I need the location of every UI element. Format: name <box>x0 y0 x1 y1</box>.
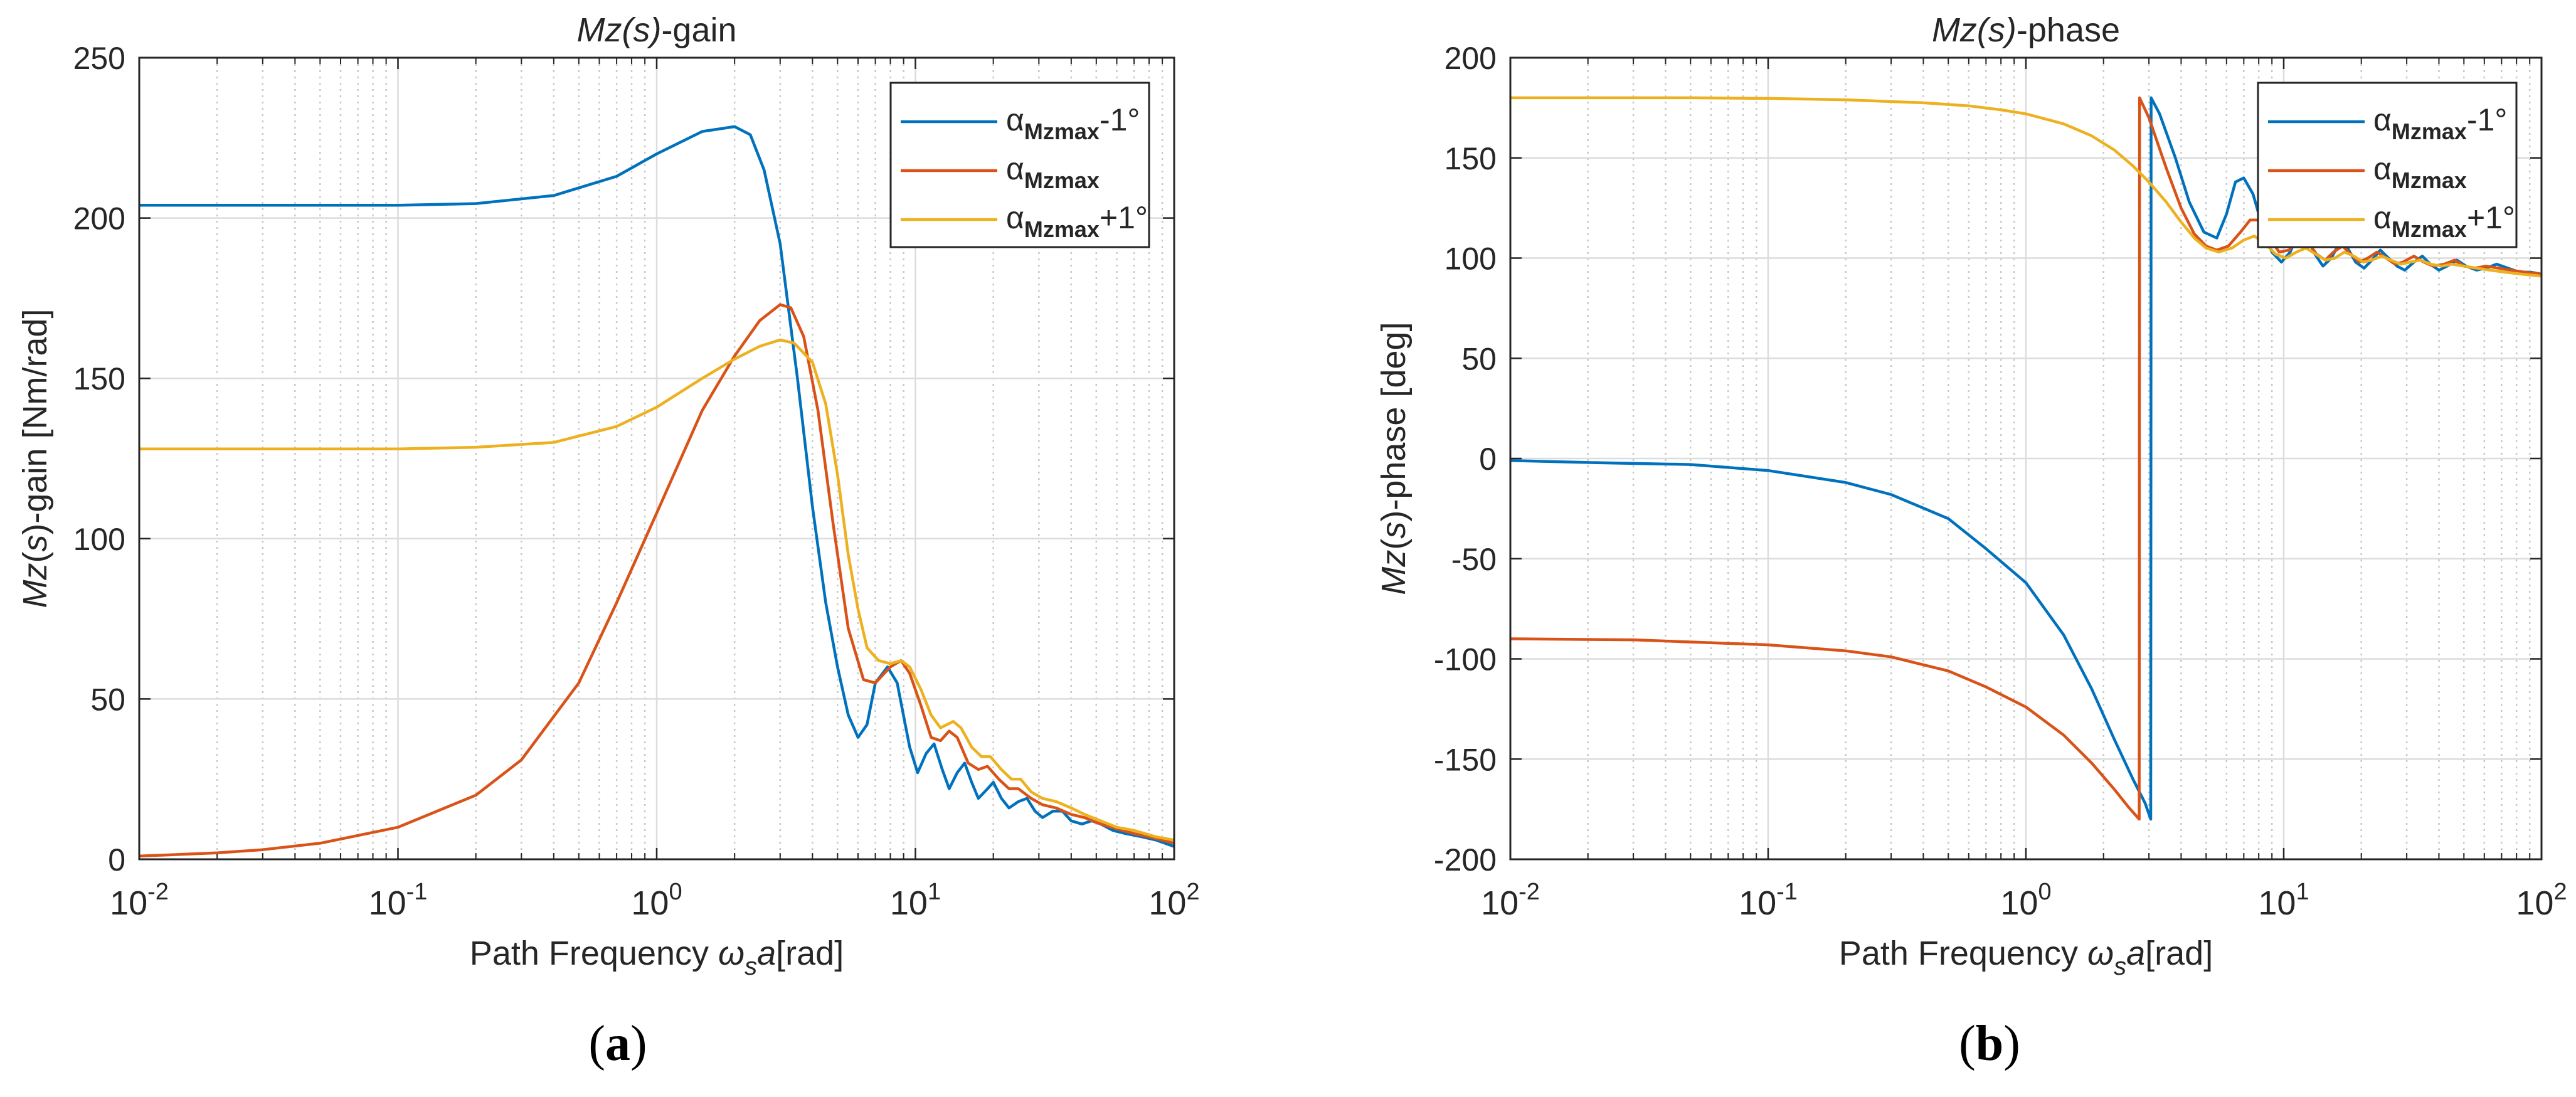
y-tick-label: 200 <box>73 201 125 236</box>
x-tick-label: 10-1 <box>1739 879 1798 922</box>
series-line-2 <box>139 338 1175 842</box>
x-tick-label: 10-1 <box>369 879 428 922</box>
y-tick-label: -100 <box>1434 642 1497 677</box>
legend-label: αMzmax-1° <box>1006 102 1140 144</box>
y-axis-label: Mz(s)-gain [Nm/rad] <box>16 309 54 608</box>
legend-label: αMzmax <box>2373 151 2467 193</box>
y-tick-label: 0 <box>1479 442 1497 477</box>
panel-label: (a) <box>588 1016 647 1071</box>
y-tick-label: 150 <box>73 361 125 396</box>
y-tick-label: 100 <box>1444 241 1497 277</box>
x-axis-label: Path Frequency ωsa[rad] <box>470 935 844 980</box>
series-group <box>139 125 1175 858</box>
x-tick-label: 10-2 <box>110 879 169 922</box>
chart-title: Mz(s)-phase <box>1932 11 2120 49</box>
chart-phase: 10-2 10-1 100 101 102 -200 -150 -100 -50 0 50 100 15… <box>1375 11 2567 1071</box>
x-tick-label: 102 <box>2516 879 2567 922</box>
series-line-0 <box>1510 96 2542 821</box>
y-tick-label: 200 <box>1444 41 1497 76</box>
series-group <box>1510 96 2542 821</box>
x-tick-label: 102 <box>1148 879 1199 922</box>
chart-gain: 10-2 10-1 100 101 102 0 50 100 150 200 250 Mz(s)-ga… <box>16 11 1200 1071</box>
y-tick-label: 150 <box>1444 141 1497 176</box>
series-line-0 <box>139 125 1175 848</box>
y-tick-label: -200 <box>1434 842 1497 877</box>
y-tick-label: 50 <box>90 682 125 717</box>
x-tick-label: 101 <box>2258 879 2309 922</box>
y-tick-label: 0 <box>108 842 125 877</box>
legend: αMzmax-1° αMzmax αMzmax+1° <box>889 82 1150 248</box>
y-tick-label: 100 <box>73 522 125 557</box>
legend-label: αMzmax+1° <box>1006 200 1148 242</box>
y-tick-label: -150 <box>1434 742 1497 777</box>
panel-label: (b) <box>1959 1016 2020 1071</box>
chart-title: Mz(s)-gain <box>576 11 736 49</box>
legend-label: αMzmax+1° <box>2373 200 2515 242</box>
x-tick-label: 100 <box>2000 879 2051 922</box>
x-tick-label: 100 <box>631 879 682 922</box>
y-tick-label: 50 <box>1461 341 1497 376</box>
x-axis-label: Path Frequency ωsa[rad] <box>1839 935 2213 980</box>
y-tick-label: -50 <box>1451 542 1497 577</box>
legend-label: αMzmax-1° <box>2373 102 2507 144</box>
y-axis-label: Mz(s)-phase [deg] <box>1375 322 1413 595</box>
x-tick-label: 101 <box>890 879 941 922</box>
legend: αMzmax-1° αMzmax αMzmax+1° <box>2257 82 2518 248</box>
x-tick-label: 10-2 <box>1481 879 1540 922</box>
y-tick-label: 250 <box>73 41 125 76</box>
series-line-2 <box>1510 96 2542 278</box>
legend-label: αMzmax <box>1006 151 1100 193</box>
